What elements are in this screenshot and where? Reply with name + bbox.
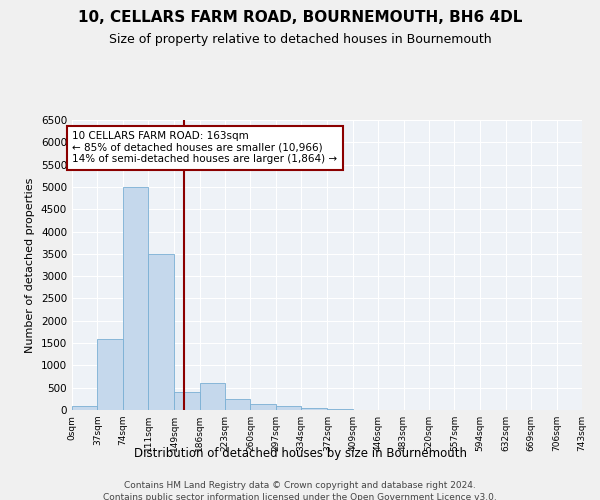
Bar <box>148 254 173 410</box>
Bar <box>72 406 97 410</box>
Bar <box>225 399 250 410</box>
Text: 10, CELLARS FARM ROAD, BOURNEMOUTH, BH6 4DL: 10, CELLARS FARM ROAD, BOURNEMOUTH, BH6 … <box>78 10 522 25</box>
Text: 10 CELLARS FARM ROAD: 163sqm
← 85% of detached houses are smaller (10,966)
14% o: 10 CELLARS FARM ROAD: 163sqm ← 85% of de… <box>73 131 337 164</box>
Bar <box>301 408 326 410</box>
Y-axis label: Number of detached properties: Number of detached properties <box>25 178 35 352</box>
Text: Distribution of detached houses by size in Bournemouth: Distribution of detached houses by size … <box>133 448 467 460</box>
Bar <box>250 404 276 410</box>
Bar <box>328 409 353 410</box>
Text: Contains HM Land Registry data © Crown copyright and database right 2024.: Contains HM Land Registry data © Crown c… <box>124 481 476 490</box>
Bar <box>97 338 123 410</box>
Bar <box>276 406 301 410</box>
Bar <box>200 383 225 410</box>
Bar <box>123 187 148 410</box>
Text: Contains public sector information licensed under the Open Government Licence v3: Contains public sector information licen… <box>103 492 497 500</box>
Text: Size of property relative to detached houses in Bournemouth: Size of property relative to detached ho… <box>109 32 491 46</box>
Bar <box>174 392 200 410</box>
